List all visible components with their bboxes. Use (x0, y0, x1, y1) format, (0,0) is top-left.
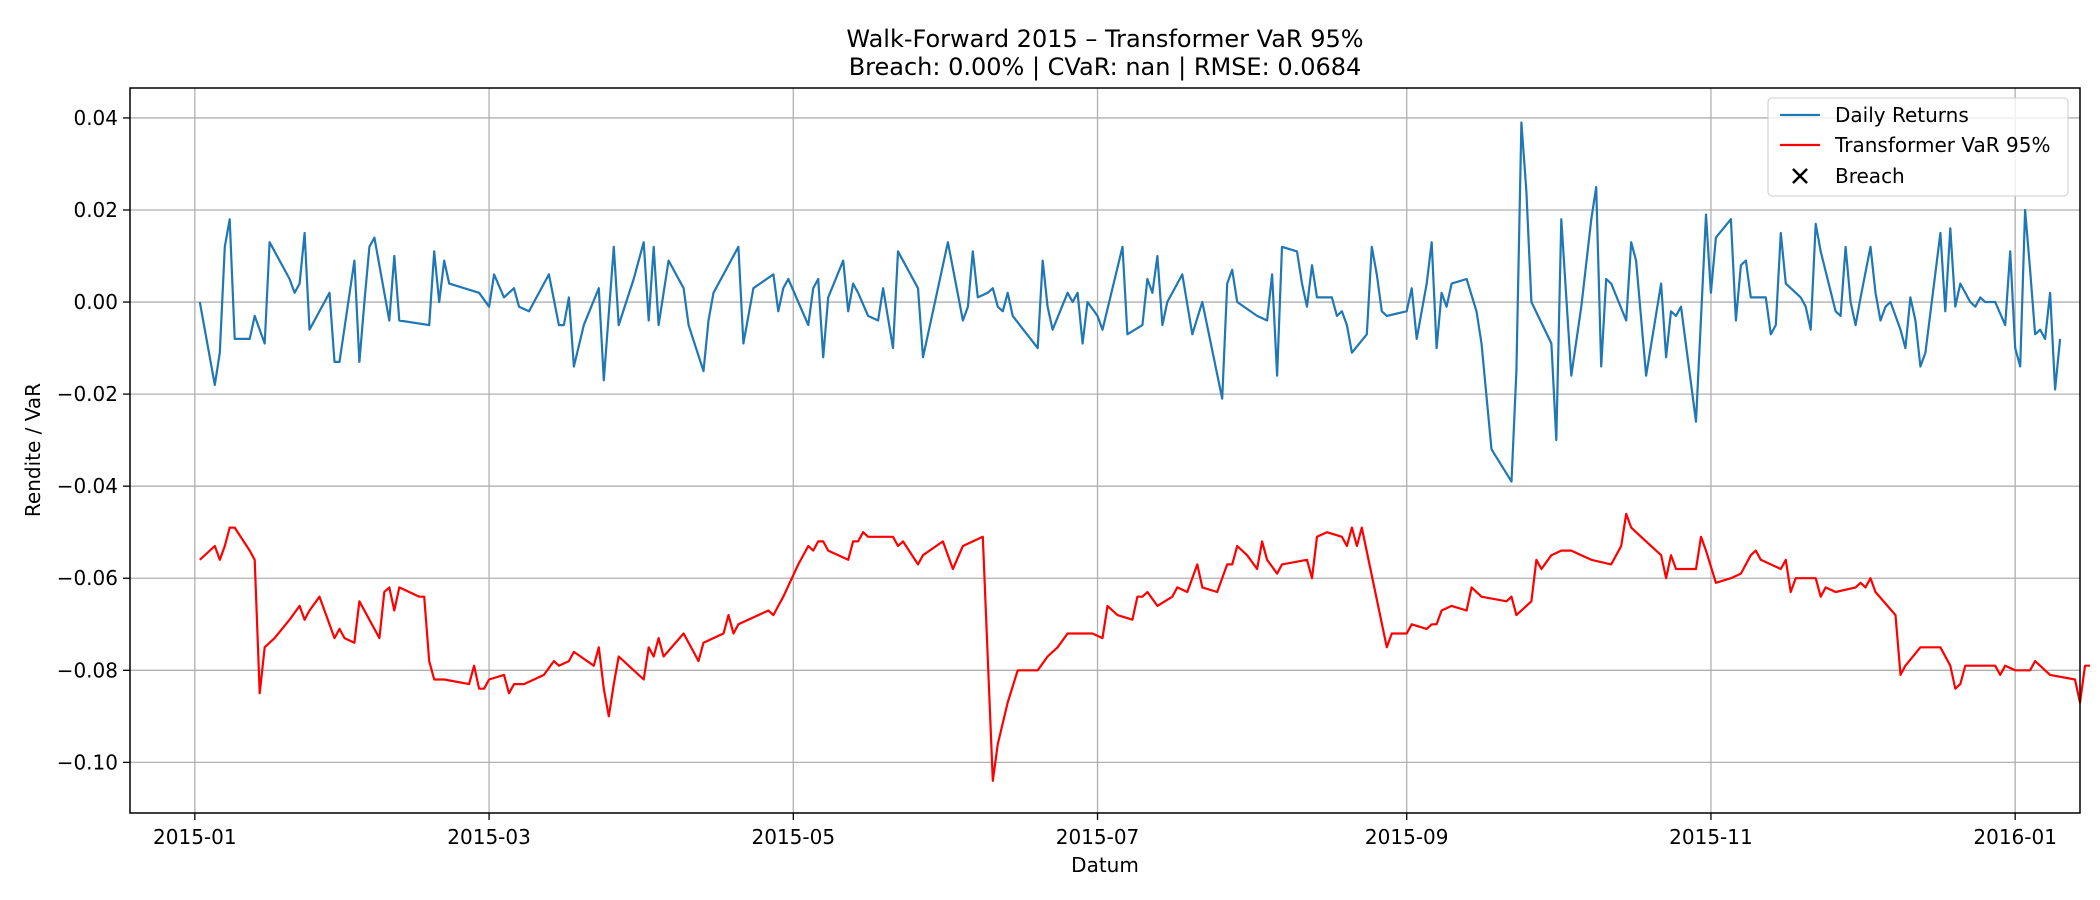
x-tick-label: 2015-11 (1669, 825, 1753, 849)
y-tick-label: −0.06 (57, 566, 118, 590)
legend-label-daily-returns: Daily Returns (1835, 103, 1969, 127)
y-tick-label: −0.08 (57, 658, 118, 682)
y-tick-label: 0.02 (73, 198, 118, 222)
legend: Daily Returns Transformer VaR 95% Breach (1767, 97, 2069, 197)
x-tick-label: 2015-05 (752, 825, 836, 849)
chart-subtitle: Breach: 0.00% | CVaR: nan | RMSE: 0.0684 (849, 53, 1362, 81)
y-tick-label: 0.00 (73, 290, 118, 314)
plot-area-frame (129, 87, 2081, 814)
legend-breach-x-icon (1792, 168, 1808, 184)
chart-title: Walk-Forward 2015 – Transformer VaR 95% (846, 25, 1363, 53)
y-axis-label: Rendite / VaR (21, 383, 45, 517)
x-axis: 2015-01 2015-03 2015-05 2015-07 2015-09 2015-… (153, 813, 2057, 849)
x-tick-label: 2015-01 (153, 825, 237, 849)
legend-label-breach: Breach (1835, 164, 1905, 188)
x-tick-label: 2015-03 (447, 825, 531, 849)
y-tick-label: −0.02 (57, 382, 118, 406)
transformer-var-line (199, 512, 2090, 782)
series-layer (198, 121, 2090, 782)
x-tick-label: 2015-07 (1056, 825, 1140, 849)
y-tick-label: −0.10 (57, 750, 118, 774)
x-tick-label: 2015-09 (1365, 825, 1449, 849)
x-tick-label: 2016-01 (1973, 825, 2057, 849)
daily-returns-line (198, 121, 2062, 483)
y-tick-label: 0.04 (73, 106, 118, 130)
y-axis: 0.04 0.02 0.00 −0.02 −0.04 −0.06 −0.08 −0.10 (57, 106, 130, 774)
y-tick-label: −0.04 (57, 474, 118, 498)
legend-label-transformer-var: Transformer VaR 95% (1834, 133, 2050, 157)
x-axis-label: Datum (1071, 853, 1139, 877)
grid (130, 88, 2080, 813)
legend-box (1767, 97, 2069, 197)
